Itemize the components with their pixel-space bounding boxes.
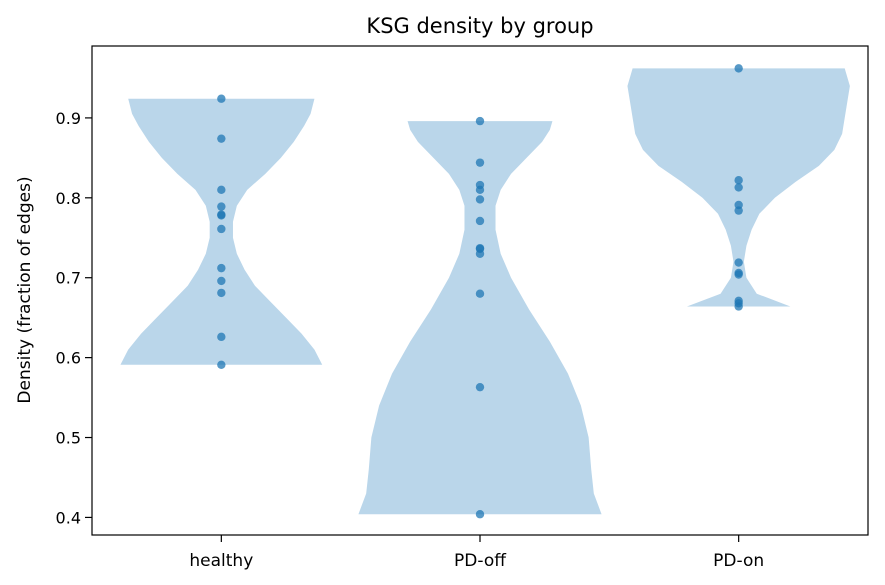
data-point-healthy-10 xyxy=(217,332,226,342)
data-point-healthy-1 xyxy=(217,134,226,143)
x-tick-label-PD-on: PD-on xyxy=(713,551,764,571)
x-axis: healthy PD-off PD-on xyxy=(189,535,764,571)
y-tick-label: 0.7 xyxy=(56,269,81,288)
x-tick-label-PD-off: PD-off xyxy=(454,551,507,571)
data-point-PD-on-0 xyxy=(734,64,743,73)
plot-frame xyxy=(91,45,869,536)
data-point-PD-on-10 xyxy=(734,302,743,311)
data-point-healthy-7 xyxy=(217,263,226,273)
data-point-healthy-8 xyxy=(217,276,226,286)
chart-title: KSG density by group xyxy=(366,14,593,38)
y-tick-label: 0.8 xyxy=(56,189,81,208)
y-tick-label: 0.4 xyxy=(56,508,81,527)
data-point-healthy-2 xyxy=(217,185,226,195)
y-axis: 0.4 0.5 0.6 0.7 0.8 0.9 xyxy=(56,109,92,527)
y-tick-label: 0.6 xyxy=(56,349,81,368)
data-point-healthy-9 xyxy=(217,288,226,298)
data-point-PD-off-11 xyxy=(475,510,485,519)
data-point-PD-off-4 xyxy=(475,195,485,204)
violins-layer xyxy=(120,68,850,515)
y-tick-label: 0.9 xyxy=(56,109,81,128)
points-layer xyxy=(217,64,743,519)
data-point-PD-off-0 xyxy=(475,116,485,126)
data-point-PD-on-5 xyxy=(734,258,743,267)
data-point-PD-on-4 xyxy=(734,206,743,215)
data-point-PD-off-1 xyxy=(475,158,485,167)
data-point-PD-off-3 xyxy=(475,185,485,195)
data-point-healthy-5 xyxy=(217,211,226,220)
data-point-PD-on-7 xyxy=(734,270,743,279)
data-point-PD-on-2 xyxy=(734,183,743,192)
data-point-healthy-3 xyxy=(217,202,226,211)
data-point-PD-off-8 xyxy=(475,249,485,258)
data-point-PD-on-1 xyxy=(734,176,743,185)
data-point-healthy-0 xyxy=(217,94,226,103)
data-point-healthy-11 xyxy=(217,360,226,370)
data-point-PD-off-5 xyxy=(475,216,485,226)
violin-PD-off xyxy=(358,121,602,515)
data-point-PD-off-10 xyxy=(475,382,485,392)
y-axis-label: Density (fraction of edges) xyxy=(15,176,35,403)
x-tick-label-healthy: healthy xyxy=(189,551,253,571)
data-point-PD-off-9 xyxy=(475,289,485,298)
data-point-healthy-6 xyxy=(217,224,226,234)
y-tick-label: 0.5 xyxy=(56,429,81,448)
